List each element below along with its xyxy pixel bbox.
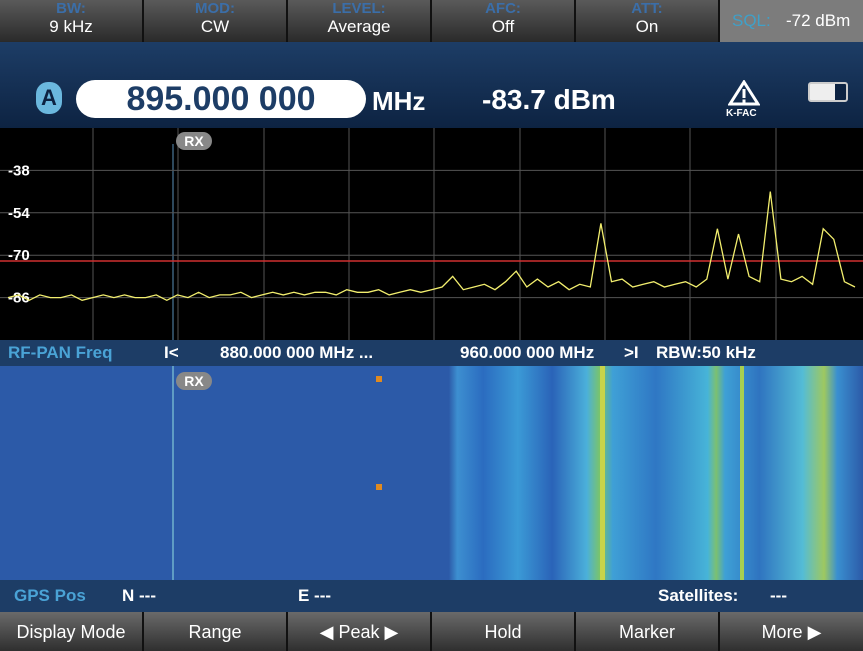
frequency-display[interactable]: 895.000 000 — [76, 80, 366, 118]
gps-bar: GPS Pos N --- E --- Satellites: --- — [0, 580, 863, 612]
signal-spot — [376, 376, 382, 382]
rbw: RBW:50 kHz — [656, 340, 756, 366]
signal-trace — [740, 366, 744, 580]
status-bar: RF-PAN Freq I< 880.000 000 MHz ... 960.0… — [0, 340, 863, 366]
waterfall: RX — [0, 366, 863, 580]
mode-label: RF-PAN Freq — [8, 340, 113, 366]
frequency-unit: MHz — [372, 86, 425, 117]
frequency-bar: A 895.000 000 MHz -83.7 dBm K-FAC — [0, 42, 863, 128]
field-value: On — [576, 17, 718, 37]
softkey[interactable]: More ▶ — [720, 612, 863, 651]
y-tick-label: -86 — [8, 290, 30, 307]
field-label: ATT: — [576, 0, 718, 17]
start-symbol: I< — [164, 340, 179, 366]
warning-label: K-FAC — [726, 108, 757, 119]
stop-frequency: 960.000 000 MHz — [460, 340, 594, 366]
field-value: 9 kHz — [0, 17, 142, 37]
softkey[interactable]: ◀ Peak ▶ — [288, 612, 432, 651]
field-value: Average — [288, 17, 430, 37]
mod-field[interactable]: MOD:CW — [144, 0, 288, 42]
y-tick-label: -70 — [8, 247, 30, 264]
att-field[interactable]: ATT:On — [576, 0, 720, 42]
gps-east: E --- — [298, 580, 331, 612]
screen: BW:9 kHz MOD:CW LEVEL:Average AFC:Off AT… — [0, 0, 863, 651]
field-label: BW: — [0, 0, 142, 17]
rx-marker-line — [172, 366, 174, 580]
softkey[interactable]: Hold — [432, 612, 576, 651]
field-label: MOD: — [144, 0, 286, 17]
level-field[interactable]: LEVEL:Average — [288, 0, 432, 42]
gps-north: N --- — [122, 580, 156, 612]
softkey[interactable]: Range — [144, 612, 288, 651]
field-value: CW — [144, 17, 286, 37]
y-tick-label: -38 — [8, 162, 30, 179]
squelch-value: -72 dBm — [786, 11, 850, 31]
signal-spot — [376, 484, 382, 490]
rx-marker-badge[interactable]: RX — [176, 372, 212, 390]
squelch-field[interactable]: SQL: -72 dBm — [720, 0, 863, 42]
signal-trace — [600, 366, 605, 580]
softkey[interactable]: Marker — [576, 612, 720, 651]
level-readout: -83.7 dBm — [482, 84, 616, 116]
spectrum-background — [0, 128, 863, 340]
channel-badge[interactable]: A — [36, 82, 62, 114]
stop-symbol: >I — [624, 340, 639, 366]
gps-label: GPS Pos — [14, 580, 86, 612]
rx-marker-label: RX — [184, 133, 204, 149]
squelch-label: SQL: — [732, 11, 771, 31]
field-label: LEVEL: — [288, 0, 430, 17]
battery-icon — [808, 82, 848, 102]
satellites-label: Satellites: — [658, 580, 738, 612]
spectrum: RX -38 -54 -70 -86 — [0, 128, 863, 340]
afc-field[interactable]: AFC:Off — [432, 0, 576, 42]
y-tick-label: -54 — [8, 205, 30, 222]
satellites-value: --- — [770, 580, 787, 612]
bw-field[interactable]: BW:9 kHz — [0, 0, 144, 42]
warning-icon — [728, 80, 760, 106]
softkey[interactable]: Display Mode — [0, 612, 144, 651]
field-value: Off — [432, 17, 574, 37]
start-frequency: 880.000 000 MHz ... — [220, 340, 373, 366]
field-label: AFC: — [432, 0, 574, 17]
